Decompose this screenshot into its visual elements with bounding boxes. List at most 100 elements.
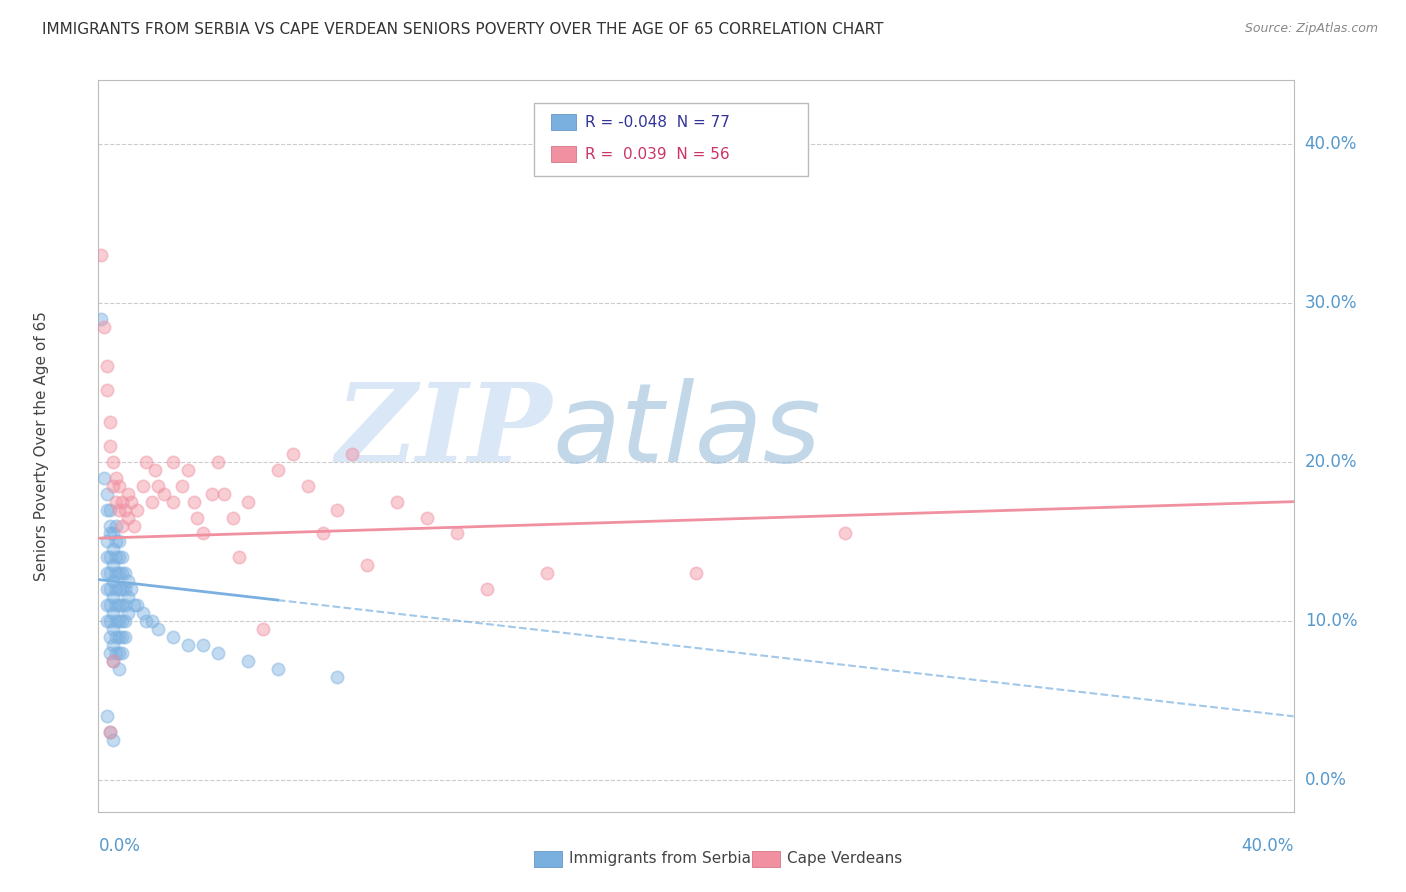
Point <box>385 494 409 508</box>
Point <box>191 526 214 541</box>
Point <box>135 455 157 469</box>
Point <box>111 518 134 533</box>
Point <box>105 598 128 612</box>
Point <box>536 566 558 581</box>
Point <box>117 510 139 524</box>
Point <box>90 248 112 262</box>
Point <box>132 606 155 620</box>
Text: ZIP: ZIP <box>336 377 553 485</box>
Point <box>103 574 125 589</box>
Point <box>267 662 290 676</box>
Point <box>207 455 229 469</box>
Point <box>191 638 214 652</box>
Text: Cape Verdeans: Cape Verdeans <box>787 852 903 866</box>
Point <box>96 566 118 581</box>
Point <box>108 502 131 516</box>
Text: 0.0%: 0.0% <box>1305 771 1347 789</box>
Point <box>446 526 468 541</box>
Point <box>96 709 118 723</box>
Point <box>177 463 200 477</box>
Point <box>111 614 134 628</box>
Point <box>105 566 128 581</box>
Point <box>103 558 125 573</box>
Point <box>103 590 125 604</box>
Text: Immigrants from Serbia: Immigrants from Serbia <box>569 852 751 866</box>
Point <box>96 598 118 612</box>
Point <box>297 479 319 493</box>
Point <box>311 526 333 541</box>
Point <box>124 518 146 533</box>
Text: 10.0%: 10.0% <box>1305 612 1357 630</box>
Point <box>103 654 125 668</box>
Point <box>356 558 378 573</box>
Point <box>111 566 134 581</box>
Text: 40.0%: 40.0% <box>1305 135 1357 153</box>
Point <box>96 486 118 500</box>
Point <box>98 725 122 739</box>
Point <box>98 518 122 533</box>
Point <box>105 494 128 508</box>
Text: atlas: atlas <box>553 378 821 485</box>
Point <box>162 630 184 644</box>
Point <box>281 447 304 461</box>
Point <box>96 359 118 374</box>
Point <box>111 550 134 565</box>
Point <box>90 311 112 326</box>
Point <box>114 630 136 644</box>
Point <box>98 630 122 644</box>
Point <box>108 630 131 644</box>
Point <box>105 471 128 485</box>
Point <box>117 606 139 620</box>
Point <box>108 550 131 565</box>
Point <box>105 518 128 533</box>
Point <box>120 494 142 508</box>
Text: 20.0%: 20.0% <box>1305 453 1357 471</box>
Point <box>183 494 205 508</box>
Text: Seniors Poverty Over the Age of 65: Seniors Poverty Over the Age of 65 <box>34 311 49 581</box>
Point <box>153 486 176 500</box>
Point <box>98 646 122 660</box>
Point <box>162 455 184 469</box>
Point <box>236 494 259 508</box>
Point <box>148 479 170 493</box>
Point <box>267 463 290 477</box>
Point <box>98 502 122 516</box>
Point <box>114 598 136 612</box>
Point <box>416 510 439 524</box>
Point <box>212 486 235 500</box>
Point <box>124 598 146 612</box>
Point <box>108 662 131 676</box>
Text: R = -0.048  N = 77: R = -0.048 N = 77 <box>585 115 730 129</box>
Point <box>98 598 122 612</box>
Point <box>98 550 122 565</box>
Text: 30.0%: 30.0% <box>1305 293 1357 312</box>
Point <box>177 638 200 652</box>
Point <box>108 479 131 493</box>
Point <box>105 646 128 660</box>
Text: R =  0.039  N = 56: R = 0.039 N = 56 <box>585 147 730 161</box>
Point <box>98 439 122 453</box>
Point <box>103 542 125 557</box>
Point <box>96 534 118 549</box>
Point <box>98 566 122 581</box>
Point <box>103 526 125 541</box>
Point <box>111 646 134 660</box>
Point <box>120 582 142 596</box>
Point <box>326 502 349 516</box>
Point <box>111 630 134 644</box>
Text: IMMIGRANTS FROM SERBIA VS CAPE VERDEAN SENIORS POVERTY OVER THE AGE OF 65 CORREL: IMMIGRANTS FROM SERBIA VS CAPE VERDEAN S… <box>42 22 884 37</box>
Point <box>108 646 131 660</box>
Point <box>834 526 856 541</box>
Point <box>108 598 131 612</box>
Point <box>117 574 139 589</box>
Point <box>103 606 125 620</box>
Point <box>93 471 115 485</box>
Point <box>108 566 131 581</box>
Point <box>103 479 125 493</box>
Point <box>108 614 131 628</box>
Point <box>222 510 245 524</box>
Point <box>96 384 118 398</box>
Point <box>98 725 122 739</box>
Point <box>135 614 157 628</box>
Point <box>117 590 139 604</box>
